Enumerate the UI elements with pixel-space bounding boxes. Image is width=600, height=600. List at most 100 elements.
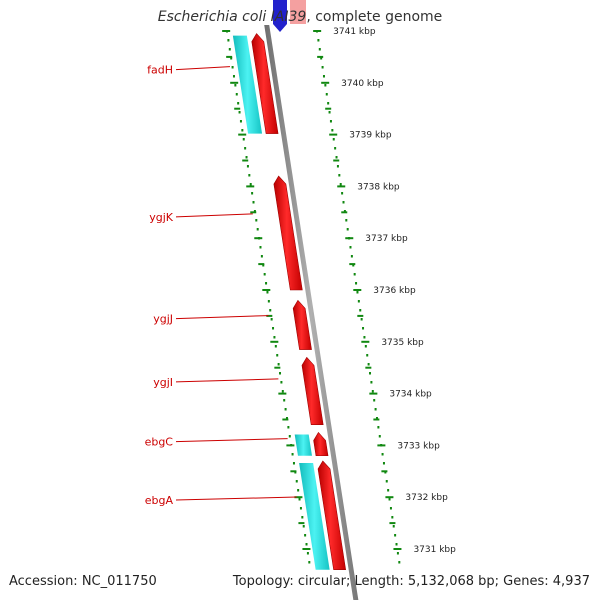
inner-ring-tick <box>282 418 289 421</box>
cds-block-fadH <box>232 35 263 134</box>
inner-ring-tick <box>230 81 239 84</box>
inner-ring-tick <box>294 496 303 499</box>
outer-ring-tick <box>317 55 324 58</box>
inner-ring-tick <box>302 548 311 550</box>
inner-ring-dot <box>288 435 291 438</box>
outer-ring-tick <box>337 185 346 188</box>
inner-ring-dot <box>238 111 241 114</box>
scale-label: 3740 kbp <box>341 79 384 89</box>
outer-ring-tick <box>385 496 394 499</box>
outer-ring-dot <box>388 498 391 501</box>
outer-ring-dot <box>364 345 367 348</box>
outer-ring-dot <box>324 84 327 87</box>
outer-ring-dot <box>366 354 369 357</box>
outer-ring-dot <box>356 291 359 294</box>
outer-ring-tick <box>393 548 402 550</box>
outer-ring-dot <box>359 309 362 312</box>
outer-ring-tick <box>357 314 364 317</box>
inner-ring-tick <box>274 366 281 369</box>
outer-ring-dot <box>396 552 399 555</box>
outer-ring-dot <box>375 417 378 420</box>
outer-ring-dot <box>352 264 355 267</box>
inner-ring-dot <box>265 282 268 285</box>
gene-label-ygjK: ygjK <box>149 211 174 224</box>
scale-label: 3731 kbp <box>413 545 456 555</box>
inner-ring-dot <box>301 516 304 519</box>
outer-ring-dot <box>334 147 337 150</box>
inner-ring-dot <box>304 534 307 537</box>
inner-ring-tick <box>234 107 241 110</box>
inner-ring-dot <box>308 561 311 564</box>
inner-ring-dot <box>232 75 235 78</box>
inner-ring-tick <box>290 470 297 473</box>
outer-ring-dot <box>339 183 342 186</box>
gene-leader-ygjK <box>175 213 253 218</box>
outer-ring-dot <box>335 156 338 159</box>
outer-ring-dot <box>373 399 376 402</box>
gene-label-ebgC: ebgC <box>145 436 174 449</box>
inner-ring-dot <box>252 201 255 204</box>
title-suffix: , complete genome <box>306 9 443 25</box>
outer-ring-dot <box>321 66 324 69</box>
outer-ring-dot <box>385 480 388 483</box>
forward-gene-fragment <box>273 0 287 32</box>
inner-ring-tick <box>226 55 233 58</box>
outer-ring-dot <box>349 246 352 249</box>
inner-ring-dot <box>302 525 305 528</box>
gene-arrow-ygjI <box>301 356 324 425</box>
inner-ring-dot <box>270 318 273 321</box>
outer-ring-dot <box>318 48 321 51</box>
inner-ring-dot <box>263 273 266 276</box>
scale-label: 3741 kbp <box>333 27 376 37</box>
outer-ring-dot <box>367 363 370 366</box>
outer-ring-tick <box>329 133 338 136</box>
outer-ring-dot <box>342 201 345 204</box>
genome-summary: Topology: circular; Length: 5,132,068 bp… <box>232 574 590 589</box>
inner-ring-dot <box>295 480 298 483</box>
inner-ring-dot <box>244 147 247 150</box>
inner-ring-dot <box>292 462 295 465</box>
gene-leader-ygjJ <box>175 315 269 320</box>
inner-ring-dot <box>298 498 301 501</box>
outer-ring-dot <box>346 228 349 231</box>
outer-ring-tick <box>325 107 332 110</box>
outer-ring-tick <box>313 30 322 32</box>
inner-ring-dot <box>269 309 272 312</box>
outer-ring-dot <box>345 219 348 222</box>
outer-ring-dot <box>377 426 380 429</box>
organism-name: Escherichia coli IAI39 <box>157 9 307 25</box>
gene-arrow-ebgA <box>317 460 347 571</box>
gene-leader-ebgA <box>175 496 297 501</box>
outer-ring-dot <box>378 435 381 438</box>
inner-ring-tick <box>270 340 279 343</box>
outer-ring-dot <box>353 273 356 276</box>
inner-ring-dot <box>239 120 242 123</box>
scale-label: 3736 kbp <box>373 286 416 296</box>
outer-ring-dot <box>382 462 385 465</box>
inner-ring-dot <box>283 399 286 402</box>
outer-ring-dot <box>371 390 374 393</box>
outer-ring-tick <box>345 237 354 240</box>
outer-ring-tick <box>361 340 370 343</box>
scale-label: 3737 kbp <box>365 234 408 244</box>
scale-label: 3734 kbp <box>389 390 432 400</box>
outer-ring-dot <box>327 102 330 105</box>
outer-ring-tick <box>365 366 372 369</box>
outer-ring-dot <box>389 507 392 510</box>
inner-ring-dot <box>251 192 254 195</box>
map-title: Escherichia coli IAI39, complete genome <box>0 9 600 25</box>
inner-ring-dot <box>248 174 251 177</box>
outer-ring-dot <box>320 57 323 60</box>
outer-ring-dot <box>381 453 384 456</box>
scale-label: 3738 kbp <box>357 182 400 192</box>
inner-ring-dot <box>246 165 249 168</box>
outer-ring-dot <box>394 534 397 537</box>
scale-label: 3732 kbp <box>405 493 448 503</box>
outer-ring-dot <box>329 120 332 123</box>
outer-ring-dot <box>374 408 377 411</box>
inner-ring-dot <box>235 93 238 96</box>
dna-backbone <box>264 25 359 600</box>
accession-label: Accession: NC_011750 <box>9 574 157 589</box>
outer-ring-tick <box>321 81 330 84</box>
